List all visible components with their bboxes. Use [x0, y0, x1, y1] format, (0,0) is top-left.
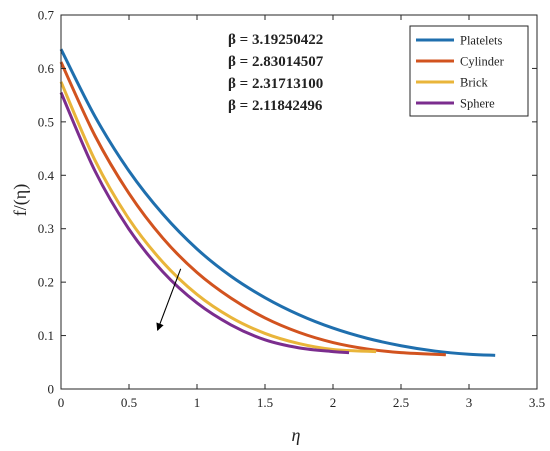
x-tick-label: 1 — [194, 395, 201, 410]
beta-annotation-3: β = 2.31713100 — [228, 76, 323, 92]
y-tick-label: 0 — [48, 382, 55, 397]
beta-annotation-4: β = 2.11842496 — [228, 98, 323, 114]
x-tick-label: 3 — [466, 395, 473, 410]
x-tick-label: 2.5 — [393, 395, 409, 410]
y-tick-label: 0.5 — [38, 114, 54, 129]
y-tick-label: 0.1 — [38, 328, 54, 343]
y-tick-label: 0.7 — [38, 8, 55, 23]
y-tick-label: 0.6 — [38, 61, 55, 76]
legend-label-brick: Brick — [460, 76, 489, 90]
legend-label-cylinder: Cylinder — [460, 55, 505, 69]
legend-label-sphere: Sphere — [460, 97, 495, 111]
y-tick-label: 0.4 — [38, 168, 55, 183]
plot-frame — [60, 14, 538, 390]
beta-annotation-1: β = 3.19250422 — [228, 32, 323, 48]
series-line-platelets — [59, 48, 496, 357]
x-tick-label: 0.5 — [121, 395, 137, 410]
y-tick-label: 0.2 — [38, 275, 54, 290]
series-line-sphere — [59, 91, 350, 355]
legend-label-platelets: Platelets — [460, 34, 502, 48]
series-line-cylinder — [59, 61, 446, 357]
x-tick-label: 1.5 — [257, 395, 273, 410]
y-tick-label: 0.3 — [38, 221, 54, 236]
x-tick-label: 2 — [330, 395, 337, 410]
series-line-brick — [59, 81, 377, 354]
x-tick-label: 3.5 — [529, 395, 545, 410]
y-axis-label: f/(η) — [10, 184, 31, 216]
x-tick-label: 0 — [58, 395, 65, 410]
beta-annotation-2: β = 2.83014507 — [228, 54, 324, 70]
x-axis-label: η — [292, 425, 301, 445]
plot-area: 0 0.5 1 1.5 2 2.5 3 3.5 0 0.1 0.2 0.3 0.4 0.5 0.6 0.7 Pl… — [38, 8, 545, 411]
trend-arrow — [156, 268, 182, 331]
